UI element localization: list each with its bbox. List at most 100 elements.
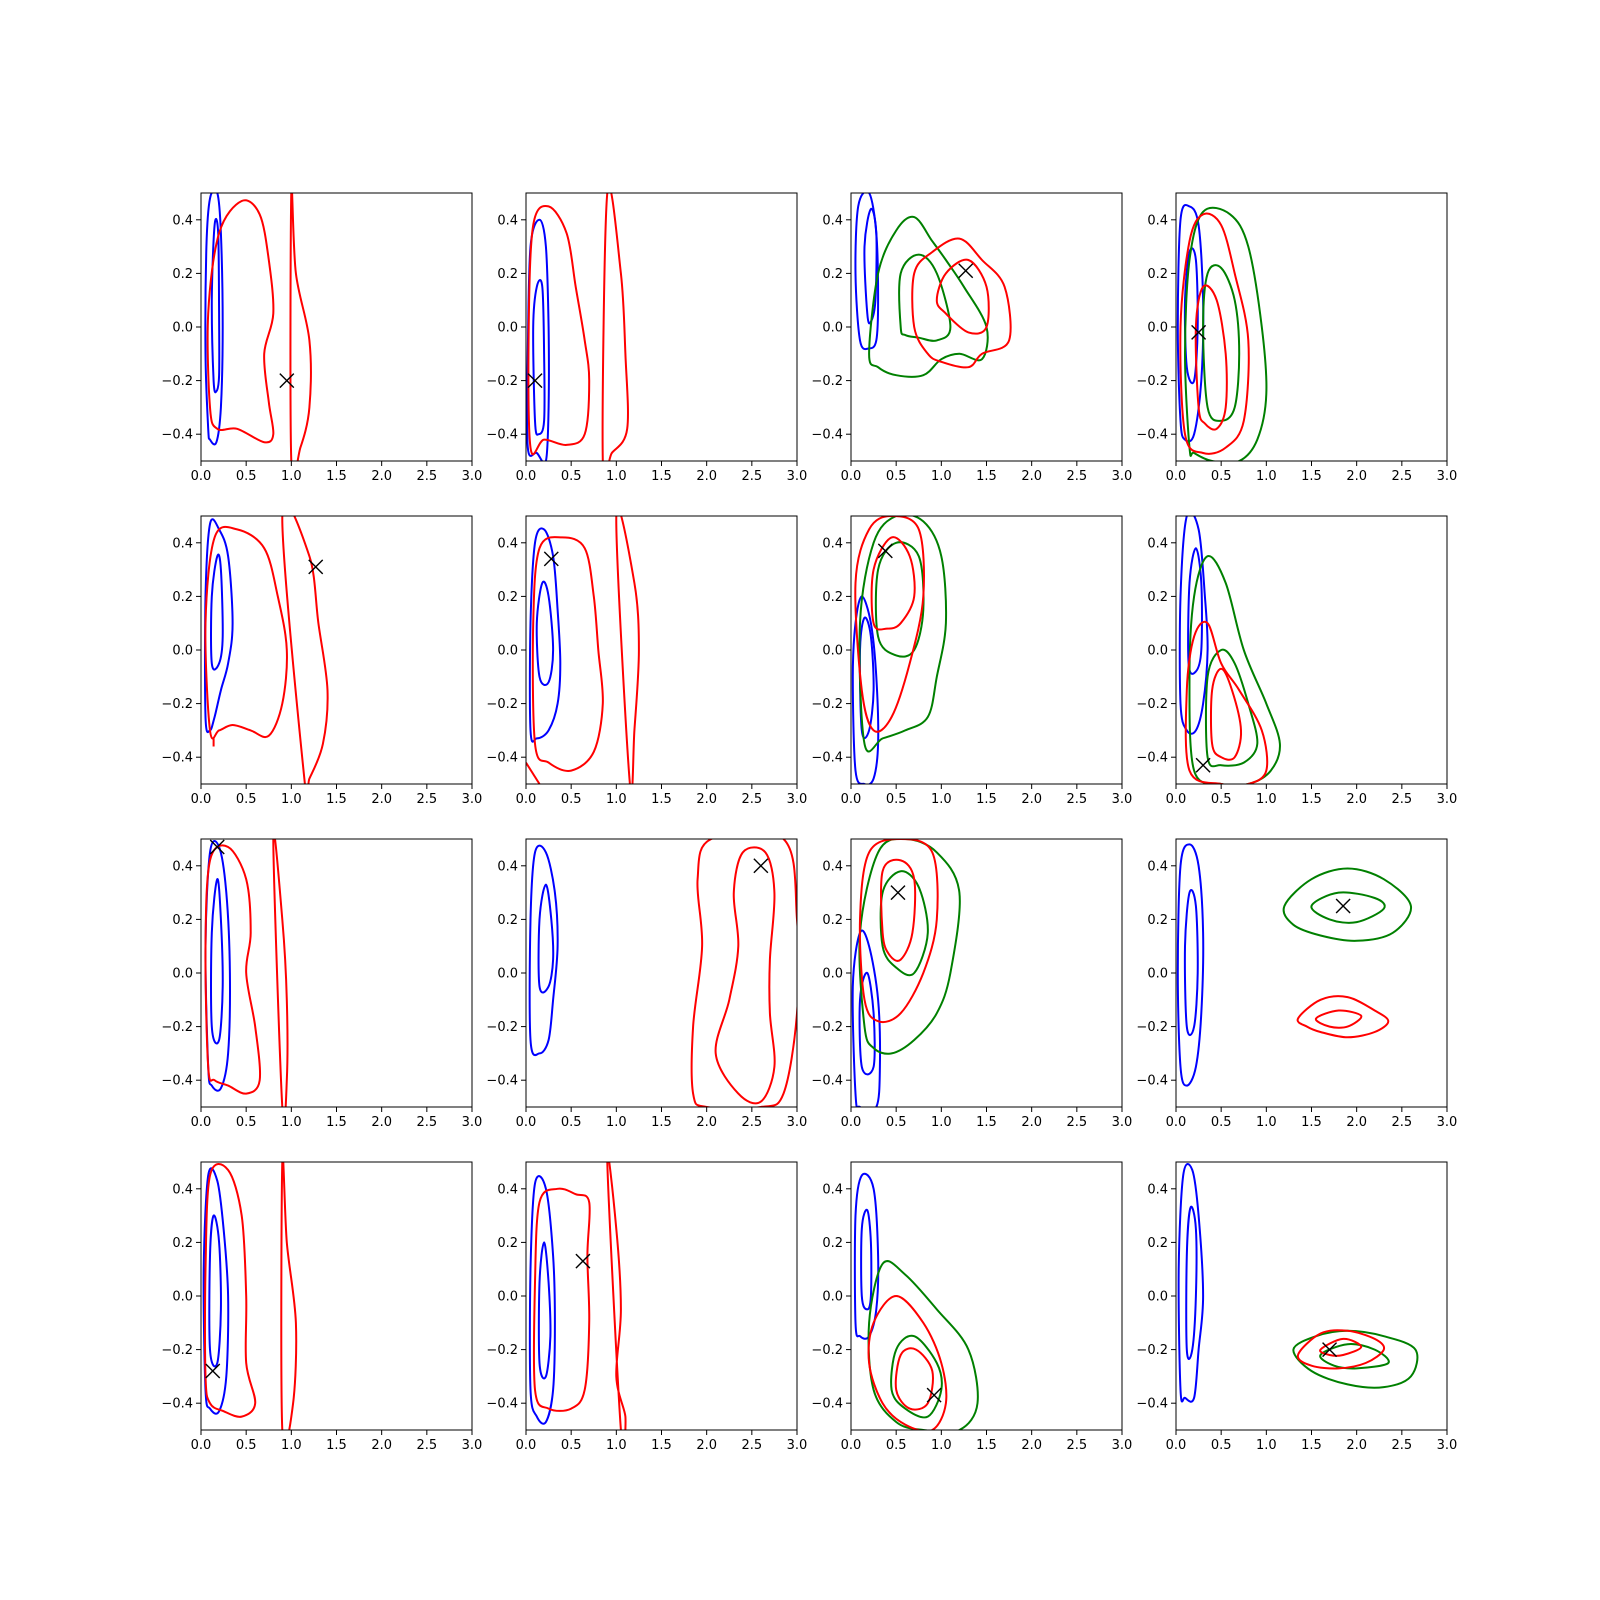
red-contour [281,516,329,784]
y-tick-label: −0.2 [161,374,193,389]
y-tick-label: −0.2 [811,697,843,712]
blue-contour [528,1175,556,1425]
subplot-r2-c1: 0.0 0.5 1.0 1.5 2.0 2.5 3.0 −0.4 −0.2 0.0 0.2 0.4 [486,838,807,1130]
contour-group [1177,1163,1419,1403]
x-tick-label: 2.5 [1066,1115,1087,1130]
y-tick-label: 0.4 [497,536,518,551]
x-marker [575,1253,591,1269]
green-contour [874,541,925,658]
x-marker-stroke [527,373,543,389]
y-tick-label: −0.2 [486,1020,518,1035]
y-tick-label: −0.2 [811,1343,843,1358]
red-contour [1296,995,1390,1039]
y-tick-label: 0.2 [497,590,518,605]
x-tick-label: 3.0 [462,1115,483,1130]
y-tick-label: 0.4 [822,536,843,551]
axes-frame [1175,1161,1448,1431]
x-tick-label: 2.5 [1066,469,1087,484]
y-tick-label: −0.4 [486,751,518,766]
y-tick-label: −0.4 [811,1074,843,1089]
x-tick-label: 1.5 [976,469,997,484]
x-tick-label: 2.0 [371,469,392,484]
subplot-r3-c2: 0.0 0.5 1.0 1.5 2.0 2.5 3.0 −0.4 −0.2 0.0 0.2 0.4 [811,1161,1132,1453]
x-tick-label: 0.0 [1166,469,1187,484]
x-tick-label: 3.0 [1437,1115,1458,1130]
y-tick-label: 0.0 [172,967,193,982]
x-tick-label: 0.5 [561,792,582,807]
subplot-r2-c3: 0.0 0.5 1.0 1.5 2.0 2.5 3.0 −0.4 −0.2 0.0 0.2 0.4 [1136,838,1458,1130]
y-tick-label: −0.2 [1136,1020,1168,1035]
x-tick-label: 0.0 [1166,1438,1187,1453]
x-tick-label: 1.5 [1301,1438,1322,1453]
y-tick-label: 0.4 [172,859,193,874]
blue-contour [851,929,882,1107]
blue-contour [535,580,555,686]
y-tick-label: −0.4 [811,1397,843,1412]
subplot-r3-c1: 0.0 0.5 1.0 1.5 2.0 2.5 3.0 −0.4 −0.2 0.0 0.2 0.4 [486,1161,807,1453]
red-contour [206,199,275,444]
x-tick-label: 0.5 [1211,792,1232,807]
green-contour [868,215,989,378]
y-tick-label: 0.4 [497,213,518,228]
x-tick-label: 1.0 [281,1438,302,1453]
subplot-r3-c0: 0.0 0.5 1.0 1.5 2.0 2.5 3.0 −0.4 −0.2 0.0 0.2 0.4 [161,1161,482,1453]
y-tick-label: −0.2 [486,374,518,389]
green-contour [858,516,948,753]
contour-group [203,516,329,784]
x-marker-stroke [753,858,769,874]
y-tick-label: −0.4 [1136,1397,1168,1412]
x-tick-label: 1.0 [1256,469,1277,484]
x-tick-label: 2.5 [1391,1438,1412,1453]
blue-contour [1187,547,1203,675]
axes-frame [525,838,798,1108]
blue-contour [208,1214,222,1368]
subplot-r1-c2: 0.0 0.5 1.0 1.5 2.0 2.5 3.0 −0.4 −0.2 0.0 0.2 0.4 [811,515,1132,807]
x-tick-label: 0.0 [516,1438,537,1453]
red-contour [1179,212,1250,455]
x-tick-label: 0.5 [561,1438,582,1453]
contour-group [854,193,1012,378]
red-contour [1314,1009,1363,1029]
x-tick-label: 2.0 [1346,1438,1367,1453]
y-tick-label: −0.2 [811,1020,843,1035]
red-contour [272,839,289,1107]
x-tick-label: 3.0 [462,792,483,807]
y-tick-label: 0.2 [497,913,518,928]
x-tick-label: 1.5 [651,792,672,807]
green-contour [858,839,961,1055]
x-tick-label: 2.0 [696,792,717,807]
x-tick-label: 2.0 [371,1438,392,1453]
x-tick-label: 1.5 [976,1438,997,1453]
x-tick-label: 3.0 [1112,469,1133,484]
x-tick-label: 0.5 [886,1115,907,1130]
x-tick-label: 3.0 [1437,792,1458,807]
x-tick-label: 1.0 [931,1438,952,1453]
blue-contour [1178,516,1209,735]
y-tick-label: 0.0 [1147,321,1168,336]
x-tick-label: 0.0 [191,792,212,807]
x-tick-label: 1.5 [1301,1115,1322,1130]
x-tick-label: 2.0 [1346,1115,1367,1130]
x-tick-label: 1.0 [1256,1438,1277,1453]
y-tick-label: 0.2 [172,1236,193,1251]
x-tick-label: 0.0 [191,1438,212,1453]
green-contour [879,870,929,977]
red-contour [1184,620,1269,784]
subplot-r2-c0: 0.0 0.5 1.0 1.5 2.0 2.5 3.0 −0.4 −0.2 0.0 0.2 0.4 [161,838,483,1130]
y-tick-label: 0.4 [497,1182,518,1197]
x-tick-label: 0.0 [516,469,537,484]
y-tick-label: 0.0 [497,1290,518,1305]
subplot-r1-c1: 0.0 0.5 1.0 1.5 2.0 2.5 3.0 −0.4 −0.2 0.0 0.2 0.4 [486,515,807,807]
x-tick-label: 1.0 [1256,1115,1277,1130]
x-tick-label: 2.5 [741,792,762,807]
axes-frame [200,515,473,785]
contour-group [204,839,289,1107]
x-tick-label: 2.0 [696,1115,717,1130]
blue-contour [537,883,555,994]
x-tick-label: 2.0 [1021,469,1042,484]
x-marker-stroke [1335,898,1351,914]
x-marker-stroke [958,263,974,279]
y-tick-label: 0.2 [172,913,193,928]
x-marker-stroke [926,1387,942,1403]
y-tick-label: 0.4 [1147,1182,1168,1197]
